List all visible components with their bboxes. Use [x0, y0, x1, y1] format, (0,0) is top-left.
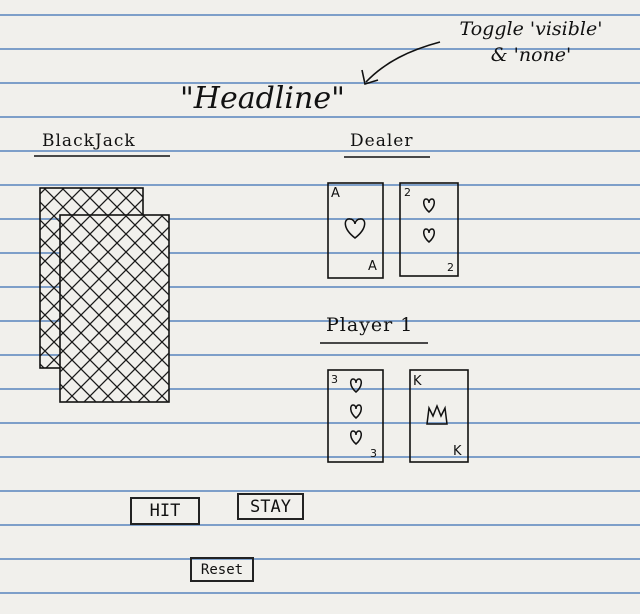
- hit-button[interactable]: HIT: [130, 497, 200, 525]
- heart-icon: [423, 228, 435, 243]
- dealer-card-2: [399, 182, 459, 277]
- dealer-card-2-rank-bottom: 2: [447, 261, 454, 274]
- visibility-annotation: Toggle 'visible' & 'none': [446, 17, 616, 68]
- dealer-card-1: [327, 182, 384, 279]
- crown-icon: [426, 403, 448, 425]
- dealer-card-2-rank-top: 2: [404, 186, 411, 199]
- player-card-1-rank-top: 3: [331, 373, 338, 386]
- player-card-1: [327, 369, 384, 463]
- player-card-2-rank-top: K: [413, 374, 422, 389]
- dealer-card-1-rank-top: A: [331, 186, 340, 201]
- reset-button[interactable]: Reset: [190, 557, 254, 582]
- stay-button[interactable]: STAY: [237, 493, 304, 520]
- heart-icon: [344, 218, 366, 239]
- arrow-head-icon: [361, 69, 379, 86]
- dealer-label: Dealer: [350, 131, 414, 151]
- deck-front-pattern: [60, 215, 169, 402]
- headline: "Headline": [180, 81, 345, 116]
- dealer-card-1-rank-bottom: A: [368, 259, 377, 274]
- annotation-arrow: [365, 41, 441, 83]
- heart-icon: [350, 430, 362, 445]
- annotation-line-1: Toggle 'visible': [459, 18, 603, 40]
- game-title: BlackJack: [42, 131, 136, 151]
- player-card-2: [409, 369, 469, 463]
- heart-icon: [423, 198, 435, 213]
- player-card-2-rank-bottom: K: [453, 444, 462, 459]
- player-label: Player 1: [326, 314, 414, 336]
- annotation-line-2: & 'none': [490, 43, 572, 66]
- player-card-1-rank-bottom: 3: [370, 447, 377, 460]
- heart-icon: [350, 404, 362, 419]
- heart-icon: [350, 378, 362, 393]
